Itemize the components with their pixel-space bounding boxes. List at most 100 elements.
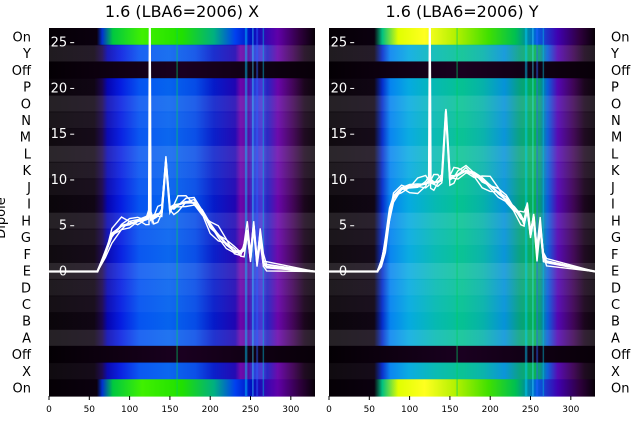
dipole-label-left: F <box>24 248 31 263</box>
dipole-label-right: On <box>611 30 629 45</box>
heatmap-row-d <box>49 278 315 297</box>
heatmap-row-x <box>329 362 595 380</box>
dipole-label-left: On <box>13 30 31 45</box>
line-trace <box>329 27 596 273</box>
dipole-label-left: P <box>23 81 31 96</box>
heatmap-row-m <box>329 128 595 146</box>
x-tick-label: 300 <box>562 405 579 415</box>
x-tick-label: 100 <box>401 405 418 415</box>
dipole-label-left: L <box>24 147 32 162</box>
heatmap-row-i <box>329 195 595 213</box>
dipole-label-left: E <box>23 265 31 280</box>
dipole-label-right: Off <box>611 348 631 363</box>
x-tick-label: 0 <box>46 405 52 415</box>
x-tick-label: 250 <box>242 405 259 415</box>
heatmap-stripe <box>532 28 534 396</box>
dipole-label-right: H <box>611 214 621 229</box>
x-tick-label: 200 <box>482 405 499 415</box>
heatmap-row-h <box>329 212 595 230</box>
heatmap-row-off <box>49 61 315 79</box>
dipole-label-right: J <box>610 181 615 196</box>
heatmap-row-a <box>49 329 315 347</box>
heatmap-row-c <box>49 295 315 313</box>
dipole-label-left: Off <box>12 348 32 363</box>
dipole-label-left: Y <box>22 47 31 62</box>
line-trace <box>329 27 596 273</box>
heatmap-row-e <box>329 262 595 280</box>
heatmap-row-g <box>49 228 315 247</box>
y-axis-label: Dipole <box>0 197 9 238</box>
heatmap-stripe <box>262 28 265 396</box>
heatmap-row-o <box>329 94 595 113</box>
x-tick-label: 250 <box>522 405 539 415</box>
dipole-label-right: C <box>611 298 620 313</box>
heatmap-row-x <box>49 362 315 380</box>
heatmap-row-c <box>329 295 595 313</box>
y-tick-label: 25 <box>331 36 348 51</box>
heatmap-row-e <box>49 262 315 280</box>
x-tick-label: 50 <box>364 405 376 415</box>
dipole-label-right: N <box>611 114 621 129</box>
heatmap-row-on <box>329 28 595 46</box>
dipole-label-left: O <box>21 97 31 112</box>
y-tick-label: 15 <box>51 127 68 142</box>
heatmap-row-on <box>49 379 315 397</box>
line-trace <box>49 27 316 273</box>
y-tick-label: 5 <box>59 219 67 234</box>
dipole-label-right: G <box>611 231 621 246</box>
dipole-label-left: Off <box>12 64 32 79</box>
y-tick-label: 20 <box>331 81 348 96</box>
heatmap-row-p <box>49 78 315 96</box>
dipole-label-right: X <box>611 365 620 380</box>
y-tick-label: 25 <box>51 36 68 51</box>
y-tick-label: 20 <box>51 81 68 96</box>
heatmap-row-l <box>49 145 315 163</box>
heatmap-row-j <box>329 178 595 196</box>
heatmap-row-o <box>49 94 315 113</box>
dipole-label-left: K <box>22 164 31 179</box>
dipole-label-right: B <box>611 315 620 330</box>
y-tick-label: 10 <box>331 173 348 188</box>
dipole-label-right: L <box>611 147 619 162</box>
heatmap-row-off <box>329 345 595 364</box>
dipole-label-right: Off <box>611 64 631 79</box>
dipole-label-right: I <box>611 198 615 213</box>
dipole-label-left: A <box>22 331 31 346</box>
x-tick-label: 150 <box>161 405 178 415</box>
dipole-label-right: P <box>611 81 619 96</box>
chart-title-y: 1.6 (LBA6=2006) Y <box>385 2 538 21</box>
dipole-label-right: O <box>611 97 621 112</box>
x-tick-label: 300 <box>282 405 299 415</box>
heatmap-row-on <box>329 379 595 397</box>
chart-title-x: 1.6 (LBA6=2006) X <box>105 2 259 21</box>
dipole-label-right: E <box>611 265 619 280</box>
heatmap-row-y <box>49 44 315 63</box>
heatmap-row-off <box>329 61 595 79</box>
dipole-label-left: M <box>20 131 31 146</box>
dipole-label-left: D <box>21 281 31 296</box>
heatmap-row-b <box>329 312 595 330</box>
dipole-label-left: H <box>21 214 31 229</box>
heatmap-stripe <box>542 28 545 396</box>
heatmap-row-a <box>329 329 595 347</box>
dipole-label-right: D <box>611 281 621 296</box>
y-tick-label: 0 <box>339 265 347 280</box>
heatmap-row-f <box>49 245 315 263</box>
heatmap-row-d <box>329 278 595 297</box>
y-tick-label: 10 <box>51 173 68 188</box>
heatmap-row-g <box>329 228 595 247</box>
heatmap-row-on <box>49 28 315 46</box>
dipole-label-right: K <box>611 164 620 179</box>
heatmap-stripe <box>456 28 458 396</box>
dipole-label-left: C <box>22 298 31 313</box>
heatmap-row-off <box>49 345 315 364</box>
heatmap-stripe <box>252 28 254 396</box>
dipole-label-left: B <box>22 315 31 330</box>
dipole-label-right: On <box>611 382 629 397</box>
heatmap-row-m <box>49 128 315 146</box>
y-tick-label: 15 <box>331 127 348 142</box>
y-tick-label: 0 <box>59 265 67 280</box>
